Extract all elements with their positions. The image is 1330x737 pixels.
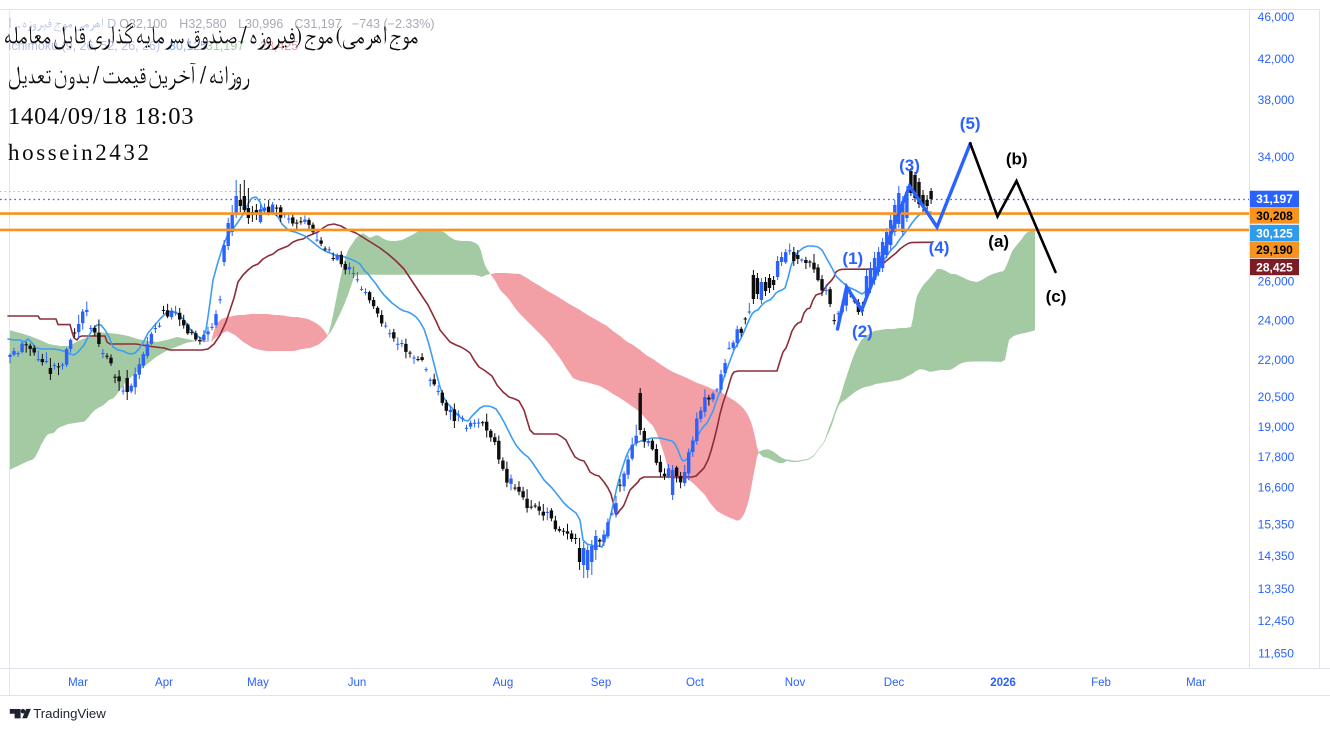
svg-text:Mar: Mar — [1186, 677, 1206, 689]
svg-text:Sep: Sep — [591, 677, 611, 689]
svg-text:TradingView: TradingView — [33, 706, 106, 721]
svg-text:Jun: Jun — [348, 677, 367, 689]
svg-text:24,000: 24,000 — [1258, 314, 1295, 328]
svg-text:(c): (c) — [1046, 287, 1067, 306]
svg-text:Nov: Nov — [785, 677, 806, 689]
svg-text:Apr: Apr — [155, 677, 173, 689]
svg-text:26,000: 26,000 — [1258, 274, 1295, 288]
svg-text:17,800: 17,800 — [1258, 450, 1295, 464]
svg-text:L30,996: L30,996 — [238, 17, 283, 31]
svg-text:11,650: 11,650 — [1258, 647, 1294, 661]
svg-text:2026: 2026 — [990, 677, 1016, 689]
svg-text:34,000: 34,000 — [1258, 150, 1295, 164]
svg-text:20,500: 20,500 — [1258, 390, 1295, 404]
svg-text:(3): (3) — [899, 156, 920, 175]
svg-text:−743 (−2.33%): −743 (−2.33%) — [352, 17, 435, 31]
svg-text:28,425: 28,425 — [1256, 260, 1293, 274]
svg-text:29,190: 29,190 — [1256, 243, 1293, 257]
svg-text:16,600: 16,600 — [1258, 480, 1295, 494]
svg-text:Aug: Aug — [493, 677, 513, 689]
svg-text:(b): (b) — [1006, 150, 1028, 169]
svg-text:C31,197: C31,197 — [294, 17, 341, 31]
svg-text:(2): (2) — [852, 322, 873, 341]
svg-text:22,000: 22,000 — [1258, 353, 1295, 367]
svg-text:12,450: 12,450 — [1258, 614, 1295, 628]
svg-text:31,197: 31,197 — [206, 39, 244, 53]
svg-text:14,350: 14,350 — [1258, 549, 1295, 563]
svg-text:Feb: Feb — [1091, 677, 1111, 689]
svg-text:42,000: 42,000 — [1258, 52, 1295, 66]
svg-text:13,350: 13,350 — [1258, 582, 1295, 596]
svg-text:(1): (1) — [842, 249, 863, 268]
svg-text:1404/09/18 18:03: 1404/09/18 18:03 — [8, 103, 194, 130]
svg-text:38,000: 38,000 — [1258, 93, 1295, 107]
svg-text:(5): (5) — [960, 114, 981, 133]
svg-text:D: D — [107, 17, 116, 31]
svg-text:15,350: 15,350 — [1258, 518, 1295, 532]
svg-text:30,125: 30,125 — [1256, 226, 1293, 240]
svg-text:(a): (a) — [988, 232, 1009, 251]
svg-text:May: May — [247, 677, 269, 689]
svg-text:(4): (4) — [929, 238, 950, 257]
svg-text:H32,580: H32,580 — [179, 17, 226, 31]
svg-text:31,197: 31,197 — [1256, 192, 1293, 206]
svg-text:O32,100: O32,100 — [119, 17, 167, 31]
svg-text:30,208: 30,208 — [1256, 209, 1293, 223]
svg-text:Dec: Dec — [884, 677, 905, 689]
svg-text:46,000: 46,000 — [1258, 10, 1295, 24]
svg-text:19,000: 19,000 — [1258, 420, 1295, 434]
svg-text:hossein2432: hossein2432 — [8, 140, 152, 165]
svg-text:Oct: Oct — [686, 677, 705, 689]
svg-text:Mar: Mar — [68, 677, 88, 689]
